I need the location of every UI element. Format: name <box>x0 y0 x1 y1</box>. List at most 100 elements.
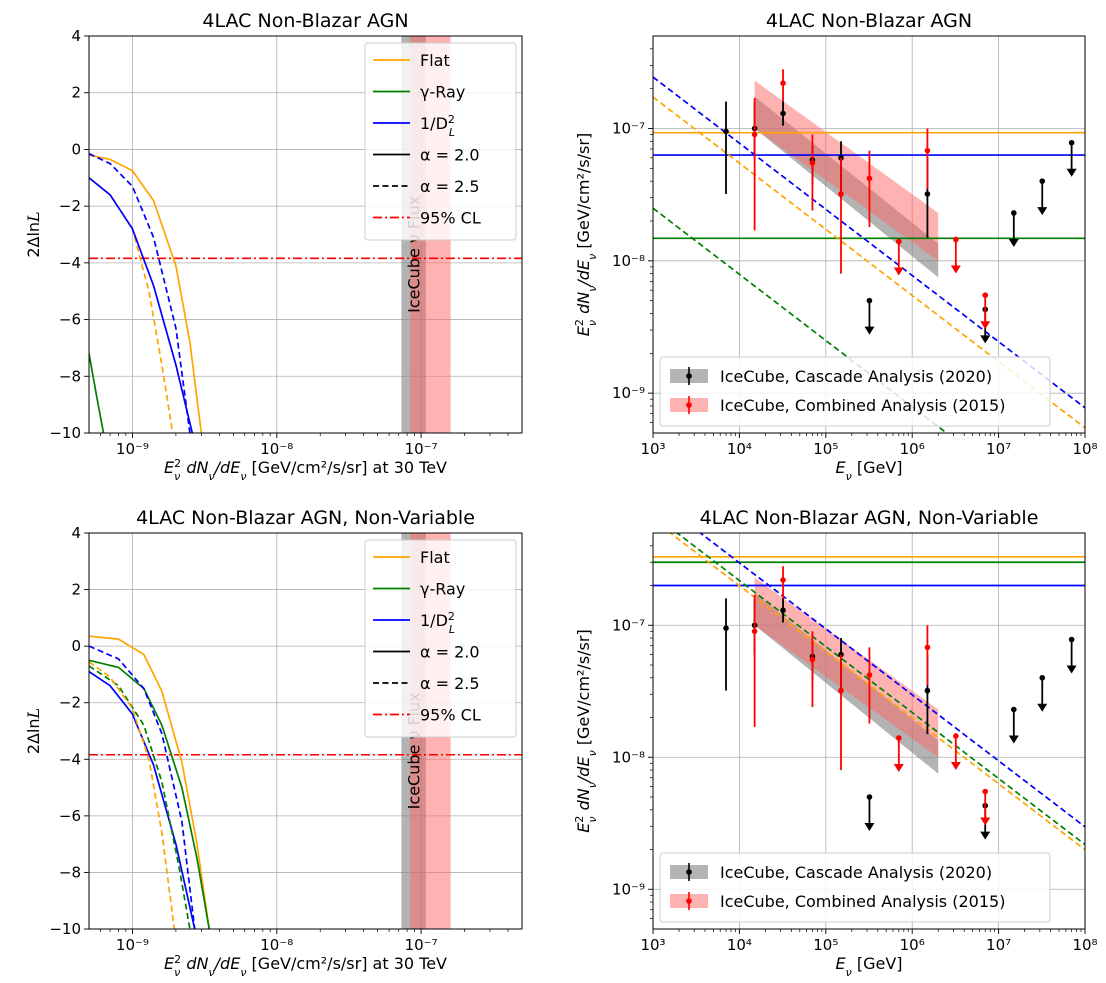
cascade-point <box>1037 178 1048 216</box>
x-tick-label: 10⁸ <box>1072 440 1097 458</box>
curve-invd-alpha-2 <box>89 177 194 433</box>
x-tick-label: 10⁻⁸ <box>260 440 293 458</box>
marker <box>924 644 931 651</box>
curve-gamma-alpha-2 <box>89 353 105 433</box>
axes-frame <box>652 532 1086 930</box>
marker <box>723 128 729 135</box>
cascade-point <box>723 598 729 691</box>
marker <box>780 577 786 583</box>
y-tick-label: −4 <box>59 750 81 768</box>
arrow-head <box>1066 168 1077 177</box>
combined-point <box>924 625 931 686</box>
combined-point <box>893 735 904 772</box>
panel-title: 4LAC Non-Blazar AGN <box>202 10 408 32</box>
panel-2: 10³ 10⁴ 10⁵ 10⁶ 10⁷ 10⁸ 10⁻⁹ 10⁻⁸ 10⁻⁷ IceCube, C… <box>573 10 1098 483</box>
marker <box>838 191 844 197</box>
marker <box>751 131 758 138</box>
legend-swatch-marker <box>686 402 692 408</box>
arrow-head <box>1037 207 1048 216</box>
marker <box>866 297 873 304</box>
cascade-point <box>780 101 786 126</box>
legend-label-cl95: 95% CL <box>420 209 481 228</box>
marker <box>924 687 931 694</box>
marker <box>1068 636 1075 643</box>
combined-point <box>751 594 758 727</box>
y-tick-label: 0 <box>71 140 81 158</box>
x-tick-label: 10⁻⁷ <box>405 936 438 954</box>
y-tick-label: −10 <box>49 920 81 938</box>
marker <box>780 110 786 117</box>
y-tick-label: 0 <box>71 637 81 655</box>
cascade-point <box>1037 674 1048 712</box>
x-tick-label: 10³ <box>640 440 665 458</box>
x-tick-label: 10³ <box>640 936 665 954</box>
marker <box>780 80 786 86</box>
marker <box>1039 178 1046 184</box>
combined-point <box>950 236 961 274</box>
marker <box>866 672 873 678</box>
cascade-point <box>1008 706 1019 744</box>
arrow-head <box>1037 703 1048 712</box>
legend: Flat γ-Ray 1/D2 L α = 2.0 α = 2.5 95% CL <box>364 42 517 241</box>
legend-label-a25: α = 2.5 <box>420 674 480 693</box>
x-tick-label: 10⁸ <box>1072 936 1097 954</box>
y-axis-label: 2ΔlnL <box>24 708 43 754</box>
panel-4: 10³ 10⁴ 10⁵ 10⁶ 10⁷ 10⁸ 10⁻⁹ 10⁻⁸ 10⁻⁷ IceCube, C… <box>573 507 1098 979</box>
legend-label-flat: Flat <box>420 548 450 567</box>
arrow-head <box>864 823 875 831</box>
marker <box>953 733 959 739</box>
marker <box>809 656 816 663</box>
arrow-head <box>893 267 904 276</box>
legend-label-flat: Flat <box>420 51 450 70</box>
y-tick-label: −2 <box>59 694 81 712</box>
legend-label-invd: 1/D2 L <box>420 610 455 636</box>
curve-flat-alpha-2 <box>89 635 211 929</box>
cascade-point <box>723 101 729 194</box>
y-tick-label: 10⁻⁹ <box>612 384 645 402</box>
arrow-head <box>864 326 875 335</box>
marker <box>1039 674 1046 681</box>
y-tick-label: 10⁻⁸ <box>612 748 645 766</box>
combined-point <box>780 566 786 599</box>
curve-flat-alpha-2 <box>89 154 203 433</box>
legend: Flat γ-Ray 1/D2 L α = 2.0 α = 2.5 95% CL <box>364 539 517 738</box>
plot-area <box>653 36 1085 433</box>
arrow-head <box>893 763 904 772</box>
y-tick-label: 2 <box>71 581 81 599</box>
arrow-head <box>980 817 991 826</box>
combined-point <box>838 654 844 771</box>
panel-title: 4LAC Non-Blazar AGN, Non-Variable <box>700 507 1039 529</box>
model-gamma-alpha-2.5 <box>653 207 948 433</box>
legend-label-gamma: γ-Ray <box>420 580 465 599</box>
marker <box>780 607 786 614</box>
y-tick-label: 10⁻⁹ <box>612 880 645 898</box>
plot-area <box>653 533 1085 929</box>
marker <box>896 238 902 245</box>
marker <box>896 735 902 741</box>
y-tick-label: −2 <box>59 197 81 215</box>
marker <box>809 160 816 166</box>
panel-title: 4LAC Non-Blazar AGN, Non-Variable <box>136 507 475 529</box>
y-tick-label: 10⁻⁷ <box>612 119 645 137</box>
arrow-head <box>1008 735 1019 744</box>
marker <box>866 794 873 800</box>
legend-swatch-marker <box>686 869 692 875</box>
y-tick-label: 4 <box>71 524 81 542</box>
legend-label-combined: IceCube, Combined Analysis (2015) <box>720 892 1005 911</box>
legend-label-a20: α = 2.0 <box>420 146 480 165</box>
combined-point <box>809 631 816 708</box>
combined-point <box>866 150 873 228</box>
arrow-head <box>1066 665 1077 674</box>
y-tick-label: 10⁻⁷ <box>612 616 645 634</box>
x-tick-label: 10⁵ <box>813 936 838 954</box>
marker <box>1011 706 1017 713</box>
y-axis-label: E2ν dNν/dEν [GeV/cm²/s/sr] <box>573 133 599 336</box>
y-tick-label: −8 <box>59 367 81 385</box>
legend-label-gamma: γ-Ray <box>420 83 465 102</box>
cascade-point <box>1066 139 1077 177</box>
curve-gamma-alpha-2.5 <box>89 665 191 929</box>
arrow-head <box>980 335 991 344</box>
arrow-head <box>980 321 991 330</box>
